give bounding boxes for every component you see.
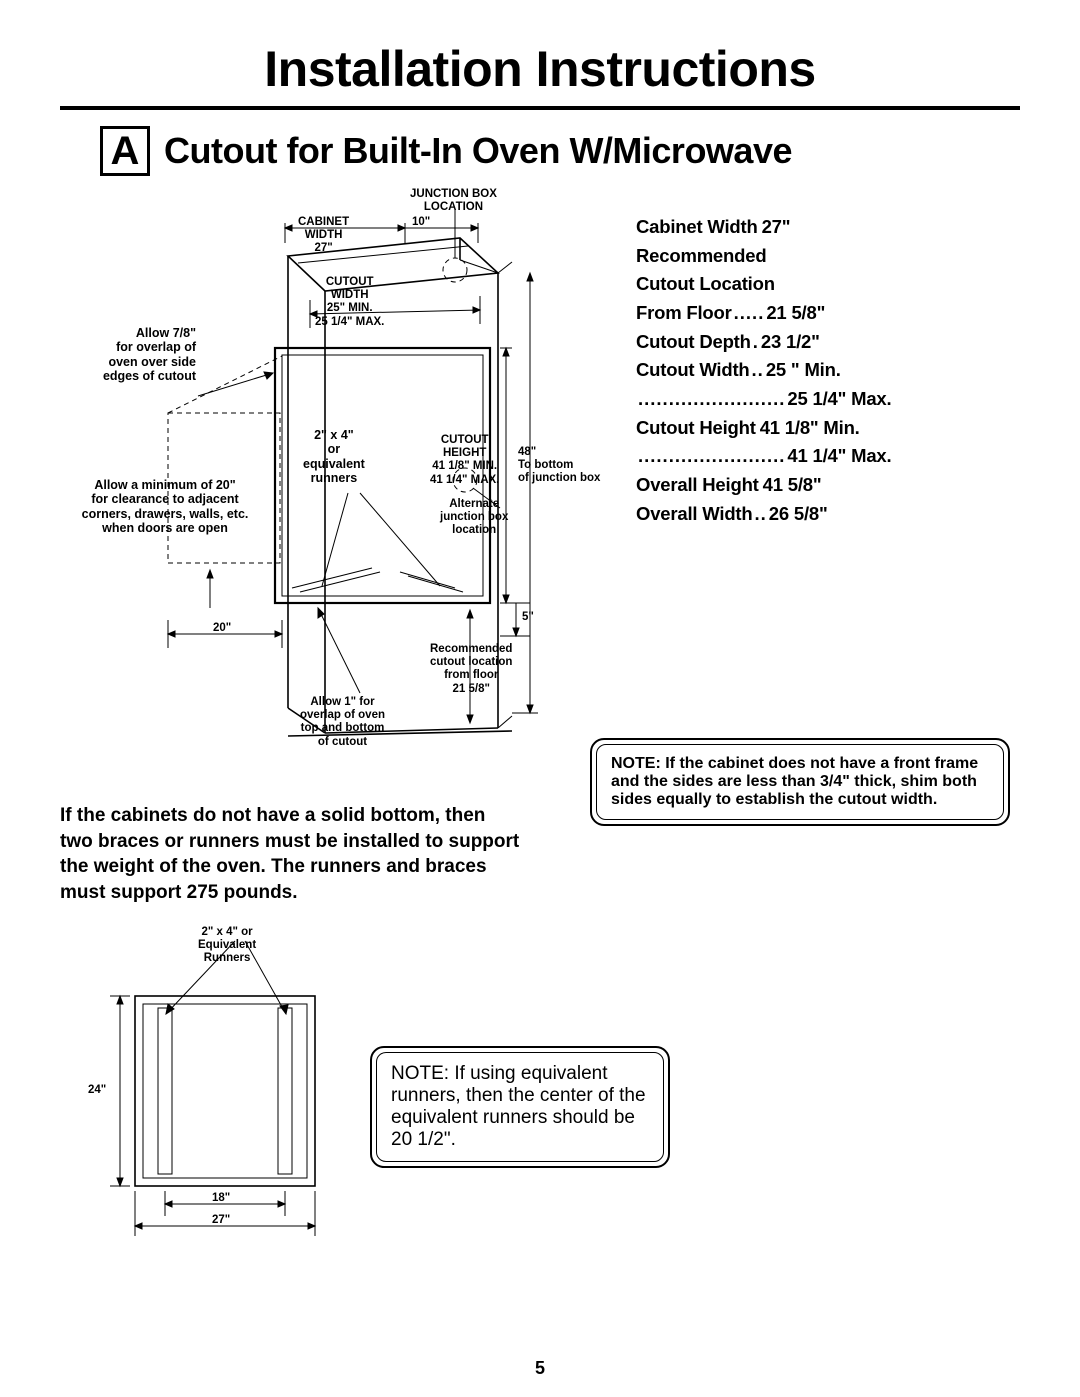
spec-dots: . xyxy=(751,328,761,357)
spec-value: 25 1/4" Max. xyxy=(787,385,891,414)
spec-label: Cutout Depth xyxy=(636,328,751,357)
spec-label: Overall Height xyxy=(636,471,759,500)
lbl-rec-cutout: Recommendedcutout locationfrom floor21 5… xyxy=(430,643,512,696)
spec-value: 41 5/8" xyxy=(763,471,822,500)
spec-label: From Floor xyxy=(636,299,732,328)
spec-dots: ........................ xyxy=(636,442,787,471)
upper-section: JUNCTION BOXLOCATION CABINETWIDTH27" 10"… xyxy=(60,188,1020,778)
spec-row: From Floor ..... 21 5/8" xyxy=(636,299,891,328)
lower-section: 2" x 4" orEquivalentRunners 24" 18" 27" … xyxy=(60,926,1020,1256)
lbl-20in: 20" xyxy=(213,622,231,635)
spec-label: Cabinet Width xyxy=(636,213,758,242)
spec-label: Cutout Width xyxy=(636,356,750,385)
page-root: Installation Instructions A Cutout for B… xyxy=(0,0,1080,1397)
lbl-27in: 27" xyxy=(212,1214,230,1227)
page-number: 5 xyxy=(0,1358,1080,1379)
spec-row: Cutout Width .. 25 " Min. xyxy=(636,356,891,385)
spec-label: Cutout Location xyxy=(636,270,775,299)
lbl-junction-box: JUNCTION BOXLOCATION xyxy=(410,188,497,214)
diagram-cabinet-cutout: JUNCTION BOXLOCATION CABINETWIDTH27" 10"… xyxy=(60,188,620,778)
note1-text: NOTE: If the cabinet does not have a fro… xyxy=(596,744,1004,820)
diagram-runners-svg xyxy=(80,926,340,1256)
spec-dots: .. xyxy=(750,356,766,385)
spec-row: Overall Height 41 5/8" xyxy=(636,471,891,500)
lbl-48in: 48"To bottomof junction box xyxy=(518,446,600,486)
spec-row: Overall Width.. 26 5/8" xyxy=(636,500,891,529)
spec-row: Cutout Depth . 23 1/2" xyxy=(636,328,891,357)
spec-value: 26 5/8" xyxy=(769,500,828,529)
note2-wrap: NOTE: If using equivalent runners, then … xyxy=(370,1046,670,1168)
spec-row: Cutout Height 41 1/8" Min. xyxy=(636,414,891,443)
note1-frame: NOTE: If the cabinet does not have a fro… xyxy=(590,738,1010,826)
title-divider xyxy=(60,106,1020,110)
lbl-cutout-width: CUTOUTWIDTH25" MIN.25 1/4" MAX. xyxy=(315,276,384,329)
spec-value: 23 1/2" xyxy=(761,328,820,357)
page-title: Installation Instructions xyxy=(60,40,1020,98)
step-letter-box: A xyxy=(100,126,150,176)
spec-label: Recommended xyxy=(636,242,766,271)
subtitle-row: A Cutout for Built-In Oven W/Microwave xyxy=(100,126,1020,176)
lbl-runners: 2" x 4" orEquivalentRunners xyxy=(198,926,256,966)
spec-label: Cutout Height xyxy=(636,414,756,443)
lbl-cabinet-width: CABINETWIDTH27" xyxy=(298,216,349,256)
lbl-2x4: 2" x 4"orequivalentrunners xyxy=(303,428,365,486)
spec-value: 21 5/8" xyxy=(766,299,825,328)
diagram-runners: 2" x 4" orEquivalentRunners 24" 18" 27" xyxy=(80,926,340,1256)
lbl-allow-78: Allow 7/8"for overlap ofoven over sideed… xyxy=(68,326,196,384)
lbl-alt-junction: Alternatejunction boxlocation xyxy=(440,498,508,538)
spec-value: 41 1/8" Min. xyxy=(760,414,860,443)
spec-value: 27" xyxy=(762,213,791,242)
lbl-allow-20: Allow a minimum of 20"for clearance to a… xyxy=(60,478,270,536)
lbl-10in: 10" xyxy=(412,216,430,229)
lbl-cutout-height: CUTOUTHEIGHT41 1/8" MIN.41 1/4" MAX. xyxy=(430,434,499,487)
spec-dots: ........................ xyxy=(636,385,787,414)
spec-row: ........................ 25 1/4" Max. xyxy=(636,385,891,414)
spec-dots: ..... xyxy=(732,299,767,328)
note1-column: NOTE: If the cabinet does not have a fro… xyxy=(590,738,1010,906)
spec-value: 41 1/4" Max. xyxy=(787,442,891,471)
spec-value: 25 " Min. xyxy=(766,356,841,385)
spec-row: ........................ 41 1/4" Max. xyxy=(636,442,891,471)
spec-row: Cutout Location xyxy=(636,270,891,299)
spec-row: Cabinet Width 27" xyxy=(636,213,891,242)
lbl-18in: 18" xyxy=(212,1192,230,1205)
spec-dots: .. xyxy=(752,500,768,529)
spec-list: Cabinet Width 27" Recommended Cutout Loc… xyxy=(636,213,891,528)
subtitle-text: Cutout for Built-In Oven W/Microwave xyxy=(164,130,792,172)
lbl-5in: 5" xyxy=(522,611,534,624)
note2-text: NOTE: If using equivalent runners, then … xyxy=(376,1052,664,1162)
spec-row: Recommended xyxy=(636,242,891,271)
lbl-24in: 24" xyxy=(88,1084,106,1097)
lbl-allow-1: Allow 1" foroverlap of oventop and botto… xyxy=(300,696,385,749)
spec-label: Overall Width xyxy=(636,500,752,529)
note2-frame: NOTE: If using equivalent runners, then … xyxy=(370,1046,670,1168)
